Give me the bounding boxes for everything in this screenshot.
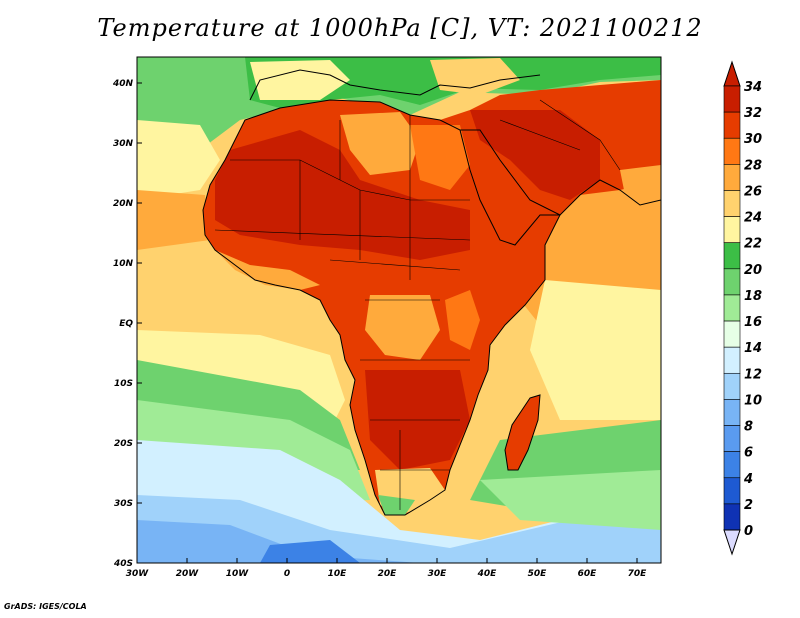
- lon-tick-label: 30E: [428, 569, 448, 579]
- lon-tick-label: 30W: [126, 569, 150, 579]
- colorbar-swatch: [723, 190, 741, 217]
- atlantic-warm-field: [137, 190, 210, 250]
- colorbar-swatch: [723, 242, 741, 270]
- colorbar-swatch: [723, 216, 741, 244]
- lat-tick-label: 40N: [112, 79, 134, 89]
- border-line-5: [214, 229, 471, 241]
- lat-tick-label: 10S: [114, 379, 133, 389]
- colorbar-swatch: [723, 399, 741, 426]
- lon-tick-label: 0: [284, 569, 290, 579]
- lat-tick-label: 20N: [113, 199, 134, 209]
- egypt-warm-area: [410, 125, 470, 190]
- colorbar-level-label: 16: [744, 315, 762, 330]
- colorbar-level-label: 8: [744, 420, 753, 435]
- map-panel: [137, 57, 661, 563]
- lat-tick-label: 20S: [114, 439, 133, 449]
- madagascar-land-field: [505, 395, 540, 470]
- southern-ocean-blue-field: [137, 520, 420, 563]
- longitude-axis: 30W 20W 10W 0 10E 20E 30E 40E 50E 60E 70E: [126, 558, 647, 579]
- colorbar-level-label: 34: [744, 80, 762, 95]
- colorbar-level-label: 26: [744, 184, 762, 199]
- colorbar-swatch: [723, 503, 741, 531]
- libya-warm-area: [340, 112, 420, 175]
- lat-tick-label: 30S: [114, 499, 133, 509]
- latitude-axis: 40N 30N 20N 10N EQ 10S 20S 30S 40S: [112, 79, 142, 569]
- colorbar-swatch: [723, 137, 741, 165]
- arabia-coastline: [460, 129, 661, 216]
- lat-tick-label: EQ: [119, 319, 133, 329]
- colorbar-level-label: 2: [744, 498, 753, 513]
- indian-ocean-light-green-field: [480, 470, 661, 530]
- colorbar-swatch: [723, 425, 741, 452]
- sahara-hot-core: [215, 130, 470, 260]
- colorbar-swatch: [723, 268, 741, 296]
- colorbar-over-triangle: [723, 60, 741, 87]
- iberia-land-field: [250, 60, 350, 100]
- lon-tick-label: 40E: [477, 569, 498, 579]
- map-title: Temperature at 1000hPa [C], VT: 20211002…: [97, 14, 703, 42]
- colorbar-level-label: 22: [744, 237, 762, 252]
- colorbar-swatch: [723, 372, 741, 400]
- colorbar-swatch: [723, 346, 741, 374]
- colorbar-level-label: 14: [744, 341, 762, 356]
- lat-tick-label: 30N: [113, 139, 134, 149]
- colorbar-under-triangle: [723, 529, 741, 556]
- colorbar-level-label: 30: [744, 132, 762, 147]
- colorbar-swatch: [723, 294, 741, 322]
- coastline-layer: [202, 69, 661, 516]
- colorbar-level-label: 4: [743, 472, 753, 487]
- border-line-1: [230, 159, 470, 201]
- lon-tick-label: 50E: [528, 569, 548, 579]
- cape-cool-area: [378, 495, 415, 515]
- colorbar-swatch: [723, 111, 741, 139]
- madagascar-coastline: [504, 394, 541, 471]
- africa-coastline: [202, 99, 561, 516]
- colorbar-swatch: [723, 164, 741, 191]
- colorbar-level-label: 32: [744, 106, 762, 121]
- colorbar-level-label: 28: [744, 158, 762, 173]
- lon-tick-label: 10W: [226, 569, 250, 579]
- mediterranean-coastline: [249, 69, 541, 101]
- lon-tick-label: 20E: [378, 569, 398, 579]
- border-layer: [214, 99, 621, 510]
- border-line-6: [329, 259, 461, 271]
- lat-tick-label: 10N: [113, 259, 134, 269]
- indian-ocean-mild-field: [530, 280, 661, 420]
- lon-tick-label: 60E: [578, 569, 598, 579]
- east-africa-highland-area: [445, 290, 480, 350]
- map-frame: [136, 56, 662, 564]
- atlantic-mild-field: [137, 120, 220, 200]
- colorbar-level-label: 12: [744, 367, 762, 382]
- colorbar-swatch: [723, 451, 741, 479]
- border-line-15: [499, 119, 581, 151]
- colorbar-swatch: [723, 85, 741, 113]
- border-line-14: [539, 99, 621, 171]
- lon-tick-label: 70E: [628, 569, 648, 579]
- india-land-field: [620, 165, 661, 240]
- colorbar-level-label: 10: [744, 393, 762, 408]
- colorbar-level-label: 18: [744, 289, 762, 304]
- colorbar-swatch: [723, 477, 741, 505]
- footer-credit: GrADS: IGES/COLA: [4, 602, 87, 611]
- lon-tick-label: 20W: [176, 569, 200, 579]
- colorbar-level-label: 20: [744, 263, 762, 278]
- congo-basin-area: [365, 295, 440, 360]
- west-africa-coast-area: [215, 250, 320, 290]
- lon-tick-label: 10E: [328, 569, 348, 579]
- colorbar-level-label: 24: [744, 211, 762, 226]
- colorbar-swatch: [723, 320, 741, 348]
- southern-ocean-deep-blue-field: [260, 540, 360, 563]
- colorbar-level-label: 6: [744, 446, 753, 461]
- lat-tick-label: 40S: [113, 559, 133, 569]
- colorbar-level-label: 0: [744, 524, 753, 539]
- arabia-hot-core: [470, 110, 600, 200]
